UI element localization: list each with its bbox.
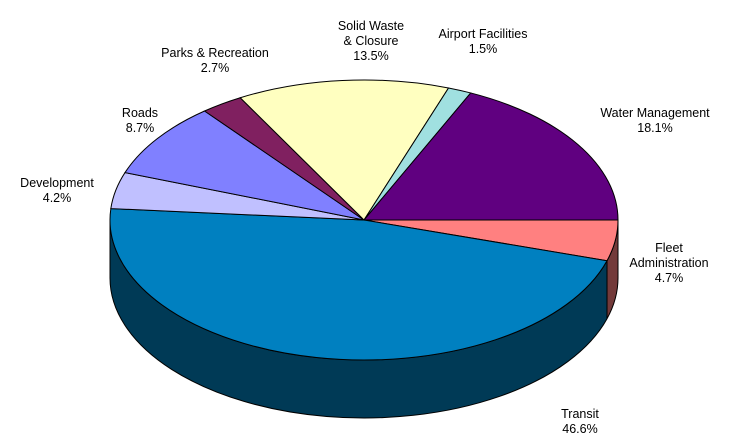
slice-name-label: Administration: [629, 256, 708, 270]
slice-label-airport-facilities: Airport Facilities 1.5%: [439, 27, 528, 56]
slice-water-management: [362, 92, 619, 221]
slice-value-label: 13.5%: [353, 49, 388, 63]
slice-value-label: 46.6%: [562, 422, 597, 436]
slice-name-label: Water Management: [600, 106, 710, 120]
slice-value-label: 1.5%: [469, 42, 498, 56]
slice-name-label: Transit: [561, 407, 599, 421]
slice-value-label: 18.1%: [637, 121, 672, 135]
slice-label-parks-recreation: Parks & Recreation 2.7%: [161, 46, 269, 75]
slice-value-label: 4.7%: [655, 271, 684, 285]
slice-label-solid-waste-closure: Solid Waste & Closure 13.5%: [338, 19, 404, 63]
slice-solid-waste-closure: [239, 79, 450, 221]
slice-label-fleet-administration: Fleet Administration 4.7%: [629, 241, 708, 285]
slice-name-label: Airport Facilities: [439, 27, 528, 41]
slice-label-transit: Transit 46.6%: [561, 407, 599, 436]
pie-labels: Fleet Administration 4.7% Transit 46.6% Devel…: [20, 19, 710, 436]
slice-value-label: 4.2%: [43, 191, 72, 205]
slice-name-label: Fleet: [655, 241, 683, 255]
slice-name-label: Roads: [122, 106, 158, 120]
slice-value-label: 8.7%: [126, 121, 155, 135]
slice-name-label: Solid Waste: [338, 19, 404, 33]
slice-roads: [124, 110, 365, 221]
slice-label-roads: Roads 8.7%: [122, 106, 158, 135]
slice-name-label: Development: [20, 176, 94, 190]
slice-name-label: Parks & Recreation: [161, 46, 269, 60]
slice-label-development: Development 4.2%: [20, 176, 94, 205]
slice-name-label: & Closure: [344, 34, 399, 48]
pie-tops: [109, 79, 619, 361]
slice-label-water-management: Water Management 18.1%: [600, 106, 710, 135]
slice-value-label: 2.7%: [201, 61, 230, 75]
slice-transit: [109, 208, 608, 361]
